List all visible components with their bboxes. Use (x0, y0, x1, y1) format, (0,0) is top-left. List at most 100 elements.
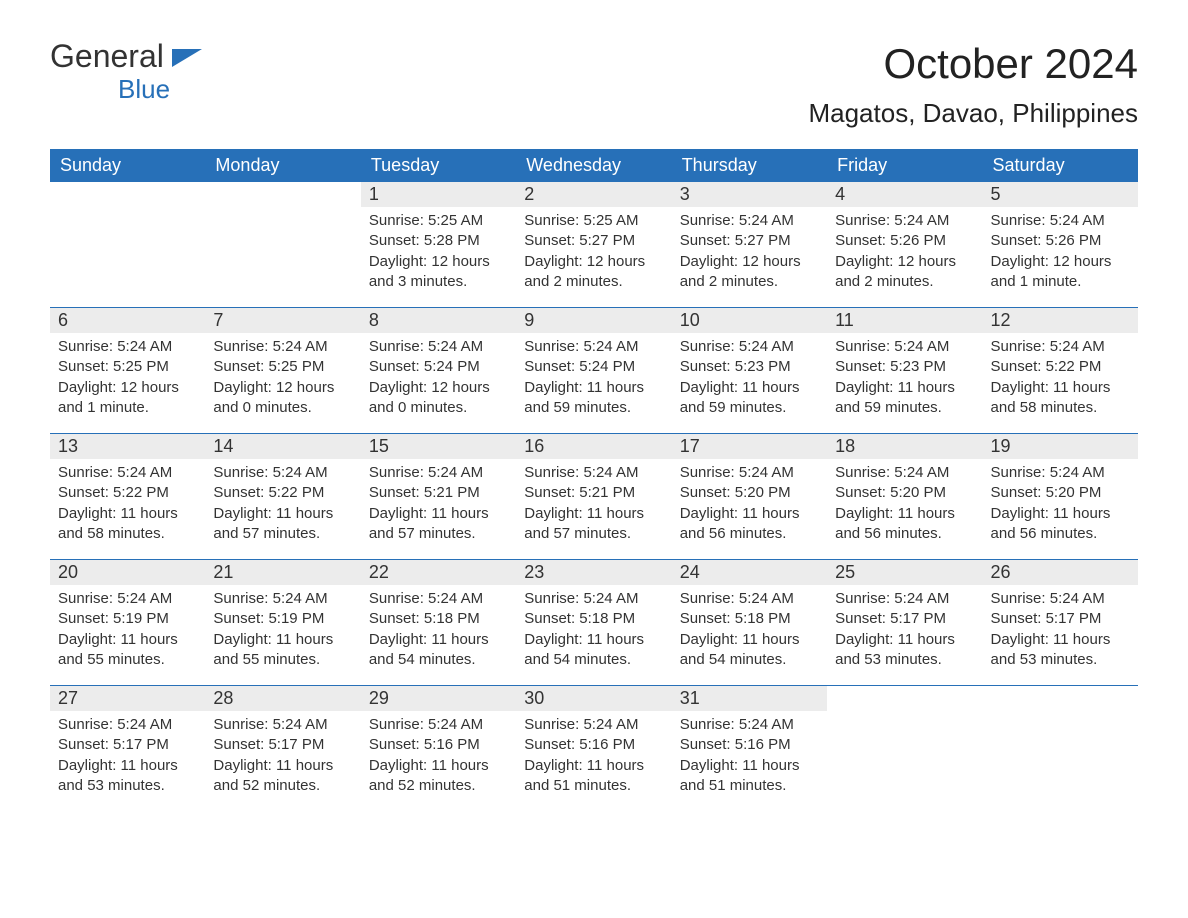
sunset-text: Sunset: 5:18 PM (680, 609, 819, 629)
sunset-text: Sunset: 5:27 PM (680, 231, 819, 251)
calendar-day-cell: 30Sunrise: 5:24 AMSunset: 5:16 PMDayligh… (516, 686, 671, 812)
day-details: Sunrise: 5:24 AMSunset: 5:23 PMDaylight:… (672, 333, 827, 426)
day-details: Sunrise: 5:24 AMSunset: 5:17 PMDaylight:… (827, 585, 982, 678)
day-number: 27 (50, 686, 205, 711)
day-details: Sunrise: 5:24 AMSunset: 5:22 PMDaylight:… (983, 333, 1138, 426)
sunset-text: Sunset: 5:17 PM (991, 609, 1130, 629)
calendar-day-cell: 23Sunrise: 5:24 AMSunset: 5:18 PMDayligh… (516, 560, 671, 686)
calendar-day-cell: 13Sunrise: 5:24 AMSunset: 5:22 PMDayligh… (50, 434, 205, 560)
sunrise-text: Sunrise: 5:24 AM (680, 337, 819, 357)
calendar-day-cell: 22Sunrise: 5:24 AMSunset: 5:18 PMDayligh… (361, 560, 516, 686)
col-sunday: Sunday (50, 149, 205, 182)
col-wednesday: Wednesday (516, 149, 671, 182)
calendar-day-cell: 4Sunrise: 5:24 AMSunset: 5:26 PMDaylight… (827, 182, 982, 308)
calendar-day-cell: 7Sunrise: 5:24 AMSunset: 5:25 PMDaylight… (205, 308, 360, 434)
daylight-text: Daylight: 11 hours and 56 minutes. (835, 504, 974, 545)
sunrise-text: Sunrise: 5:24 AM (524, 715, 663, 735)
calendar-day-cell: 27Sunrise: 5:24 AMSunset: 5:17 PMDayligh… (50, 686, 205, 812)
day-number: 20 (50, 560, 205, 585)
sunset-text: Sunset: 5:19 PM (58, 609, 197, 629)
sunset-text: Sunset: 5:22 PM (991, 357, 1130, 377)
day-number: 28 (205, 686, 360, 711)
day-details: Sunrise: 5:24 AMSunset: 5:20 PMDaylight:… (983, 459, 1138, 552)
day-number: 31 (672, 686, 827, 711)
day-details: Sunrise: 5:24 AMSunset: 5:24 PMDaylight:… (516, 333, 671, 426)
day-number: 3 (672, 182, 827, 207)
day-number: 25 (827, 560, 982, 585)
day-details: Sunrise: 5:24 AMSunset: 5:17 PMDaylight:… (983, 585, 1138, 678)
day-number: 24 (672, 560, 827, 585)
sunset-text: Sunset: 5:20 PM (835, 483, 974, 503)
day-number: 26 (983, 560, 1138, 585)
sunrise-text: Sunrise: 5:24 AM (991, 463, 1130, 483)
daylight-text: Daylight: 11 hours and 56 minutes. (991, 504, 1130, 545)
daylight-text: Daylight: 11 hours and 55 minutes. (213, 630, 352, 671)
calendar-day-cell: 17Sunrise: 5:24 AMSunset: 5:20 PMDayligh… (672, 434, 827, 560)
day-number: 2 (516, 182, 671, 207)
sunrise-text: Sunrise: 5:24 AM (835, 337, 974, 357)
logo-text-general: General (50, 38, 164, 74)
day-number: 19 (983, 434, 1138, 459)
day-number: 14 (205, 434, 360, 459)
sunset-text: Sunset: 5:18 PM (524, 609, 663, 629)
calendar-day-cell (827, 686, 982, 812)
day-details: Sunrise: 5:24 AMSunset: 5:18 PMDaylight:… (361, 585, 516, 678)
sunrise-text: Sunrise: 5:24 AM (369, 337, 508, 357)
day-details: Sunrise: 5:24 AMSunset: 5:25 PMDaylight:… (50, 333, 205, 426)
daylight-text: Daylight: 11 hours and 51 minutes. (524, 756, 663, 797)
location-subtitle: Magatos, Davao, Philippines (808, 98, 1138, 129)
calendar-day-cell: 11Sunrise: 5:24 AMSunset: 5:23 PMDayligh… (827, 308, 982, 434)
calendar-day-cell: 18Sunrise: 5:24 AMSunset: 5:20 PMDayligh… (827, 434, 982, 560)
sunset-text: Sunset: 5:24 PM (524, 357, 663, 377)
calendar-day-cell (50, 182, 205, 308)
sunrise-text: Sunrise: 5:24 AM (213, 715, 352, 735)
daylight-text: Daylight: 11 hours and 51 minutes. (680, 756, 819, 797)
calendar-body: 1Sunrise: 5:25 AMSunset: 5:28 PMDaylight… (50, 182, 1138, 811)
sunset-text: Sunset: 5:25 PM (58, 357, 197, 377)
daylight-text: Daylight: 11 hours and 57 minutes. (213, 504, 352, 545)
day-number: 1 (361, 182, 516, 207)
daylight-text: Daylight: 11 hours and 57 minutes. (524, 504, 663, 545)
sunrise-text: Sunrise: 5:24 AM (58, 463, 197, 483)
day-details: Sunrise: 5:24 AMSunset: 5:16 PMDaylight:… (516, 711, 671, 804)
sunset-text: Sunset: 5:18 PM (369, 609, 508, 629)
day-number: 29 (361, 686, 516, 711)
daylight-text: Daylight: 12 hours and 2 minutes. (835, 252, 974, 293)
daylight-text: Daylight: 11 hours and 54 minutes. (680, 630, 819, 671)
sunrise-text: Sunrise: 5:24 AM (680, 463, 819, 483)
day-details: Sunrise: 5:24 AMSunset: 5:19 PMDaylight:… (50, 585, 205, 678)
day-number: 22 (361, 560, 516, 585)
sunrise-text: Sunrise: 5:24 AM (369, 589, 508, 609)
sunset-text: Sunset: 5:28 PM (369, 231, 508, 251)
day-number: 8 (361, 308, 516, 333)
col-friday: Friday (827, 149, 982, 182)
calendar-day-cell: 15Sunrise: 5:24 AMSunset: 5:21 PMDayligh… (361, 434, 516, 560)
daylight-text: Daylight: 11 hours and 56 minutes. (680, 504, 819, 545)
day-details: Sunrise: 5:24 AMSunset: 5:16 PMDaylight:… (361, 711, 516, 804)
daylight-text: Daylight: 11 hours and 54 minutes. (369, 630, 508, 671)
day-details: Sunrise: 5:24 AMSunset: 5:24 PMDaylight:… (361, 333, 516, 426)
daylight-text: Daylight: 11 hours and 54 minutes. (524, 630, 663, 671)
sunrise-text: Sunrise: 5:24 AM (680, 589, 819, 609)
logo: General Blue (50, 40, 202, 102)
calendar-day-cell: 26Sunrise: 5:24 AMSunset: 5:17 PMDayligh… (983, 560, 1138, 686)
day-details: Sunrise: 5:24 AMSunset: 5:26 PMDaylight:… (827, 207, 982, 300)
daylight-text: Daylight: 12 hours and 2 minutes. (524, 252, 663, 293)
day-details: Sunrise: 5:25 AMSunset: 5:28 PMDaylight:… (361, 207, 516, 300)
day-details: Sunrise: 5:24 AMSunset: 5:23 PMDaylight:… (827, 333, 982, 426)
sunrise-text: Sunrise: 5:25 AM (369, 211, 508, 231)
calendar-day-cell: 21Sunrise: 5:24 AMSunset: 5:19 PMDayligh… (205, 560, 360, 686)
day-number: 13 (50, 434, 205, 459)
sunrise-text: Sunrise: 5:24 AM (213, 337, 352, 357)
day-number: 4 (827, 182, 982, 207)
day-details: Sunrise: 5:24 AMSunset: 5:27 PMDaylight:… (672, 207, 827, 300)
sunrise-text: Sunrise: 5:24 AM (835, 211, 974, 231)
calendar-week: 20Sunrise: 5:24 AMSunset: 5:19 PMDayligh… (50, 560, 1138, 686)
sunset-text: Sunset: 5:26 PM (835, 231, 974, 251)
sunrise-text: Sunrise: 5:24 AM (524, 463, 663, 483)
day-details: Sunrise: 5:24 AMSunset: 5:18 PMDaylight:… (672, 585, 827, 678)
day-number: 9 (516, 308, 671, 333)
sunset-text: Sunset: 5:17 PM (835, 609, 974, 629)
day-details: Sunrise: 5:24 AMSunset: 5:19 PMDaylight:… (205, 585, 360, 678)
sunrise-text: Sunrise: 5:24 AM (213, 463, 352, 483)
